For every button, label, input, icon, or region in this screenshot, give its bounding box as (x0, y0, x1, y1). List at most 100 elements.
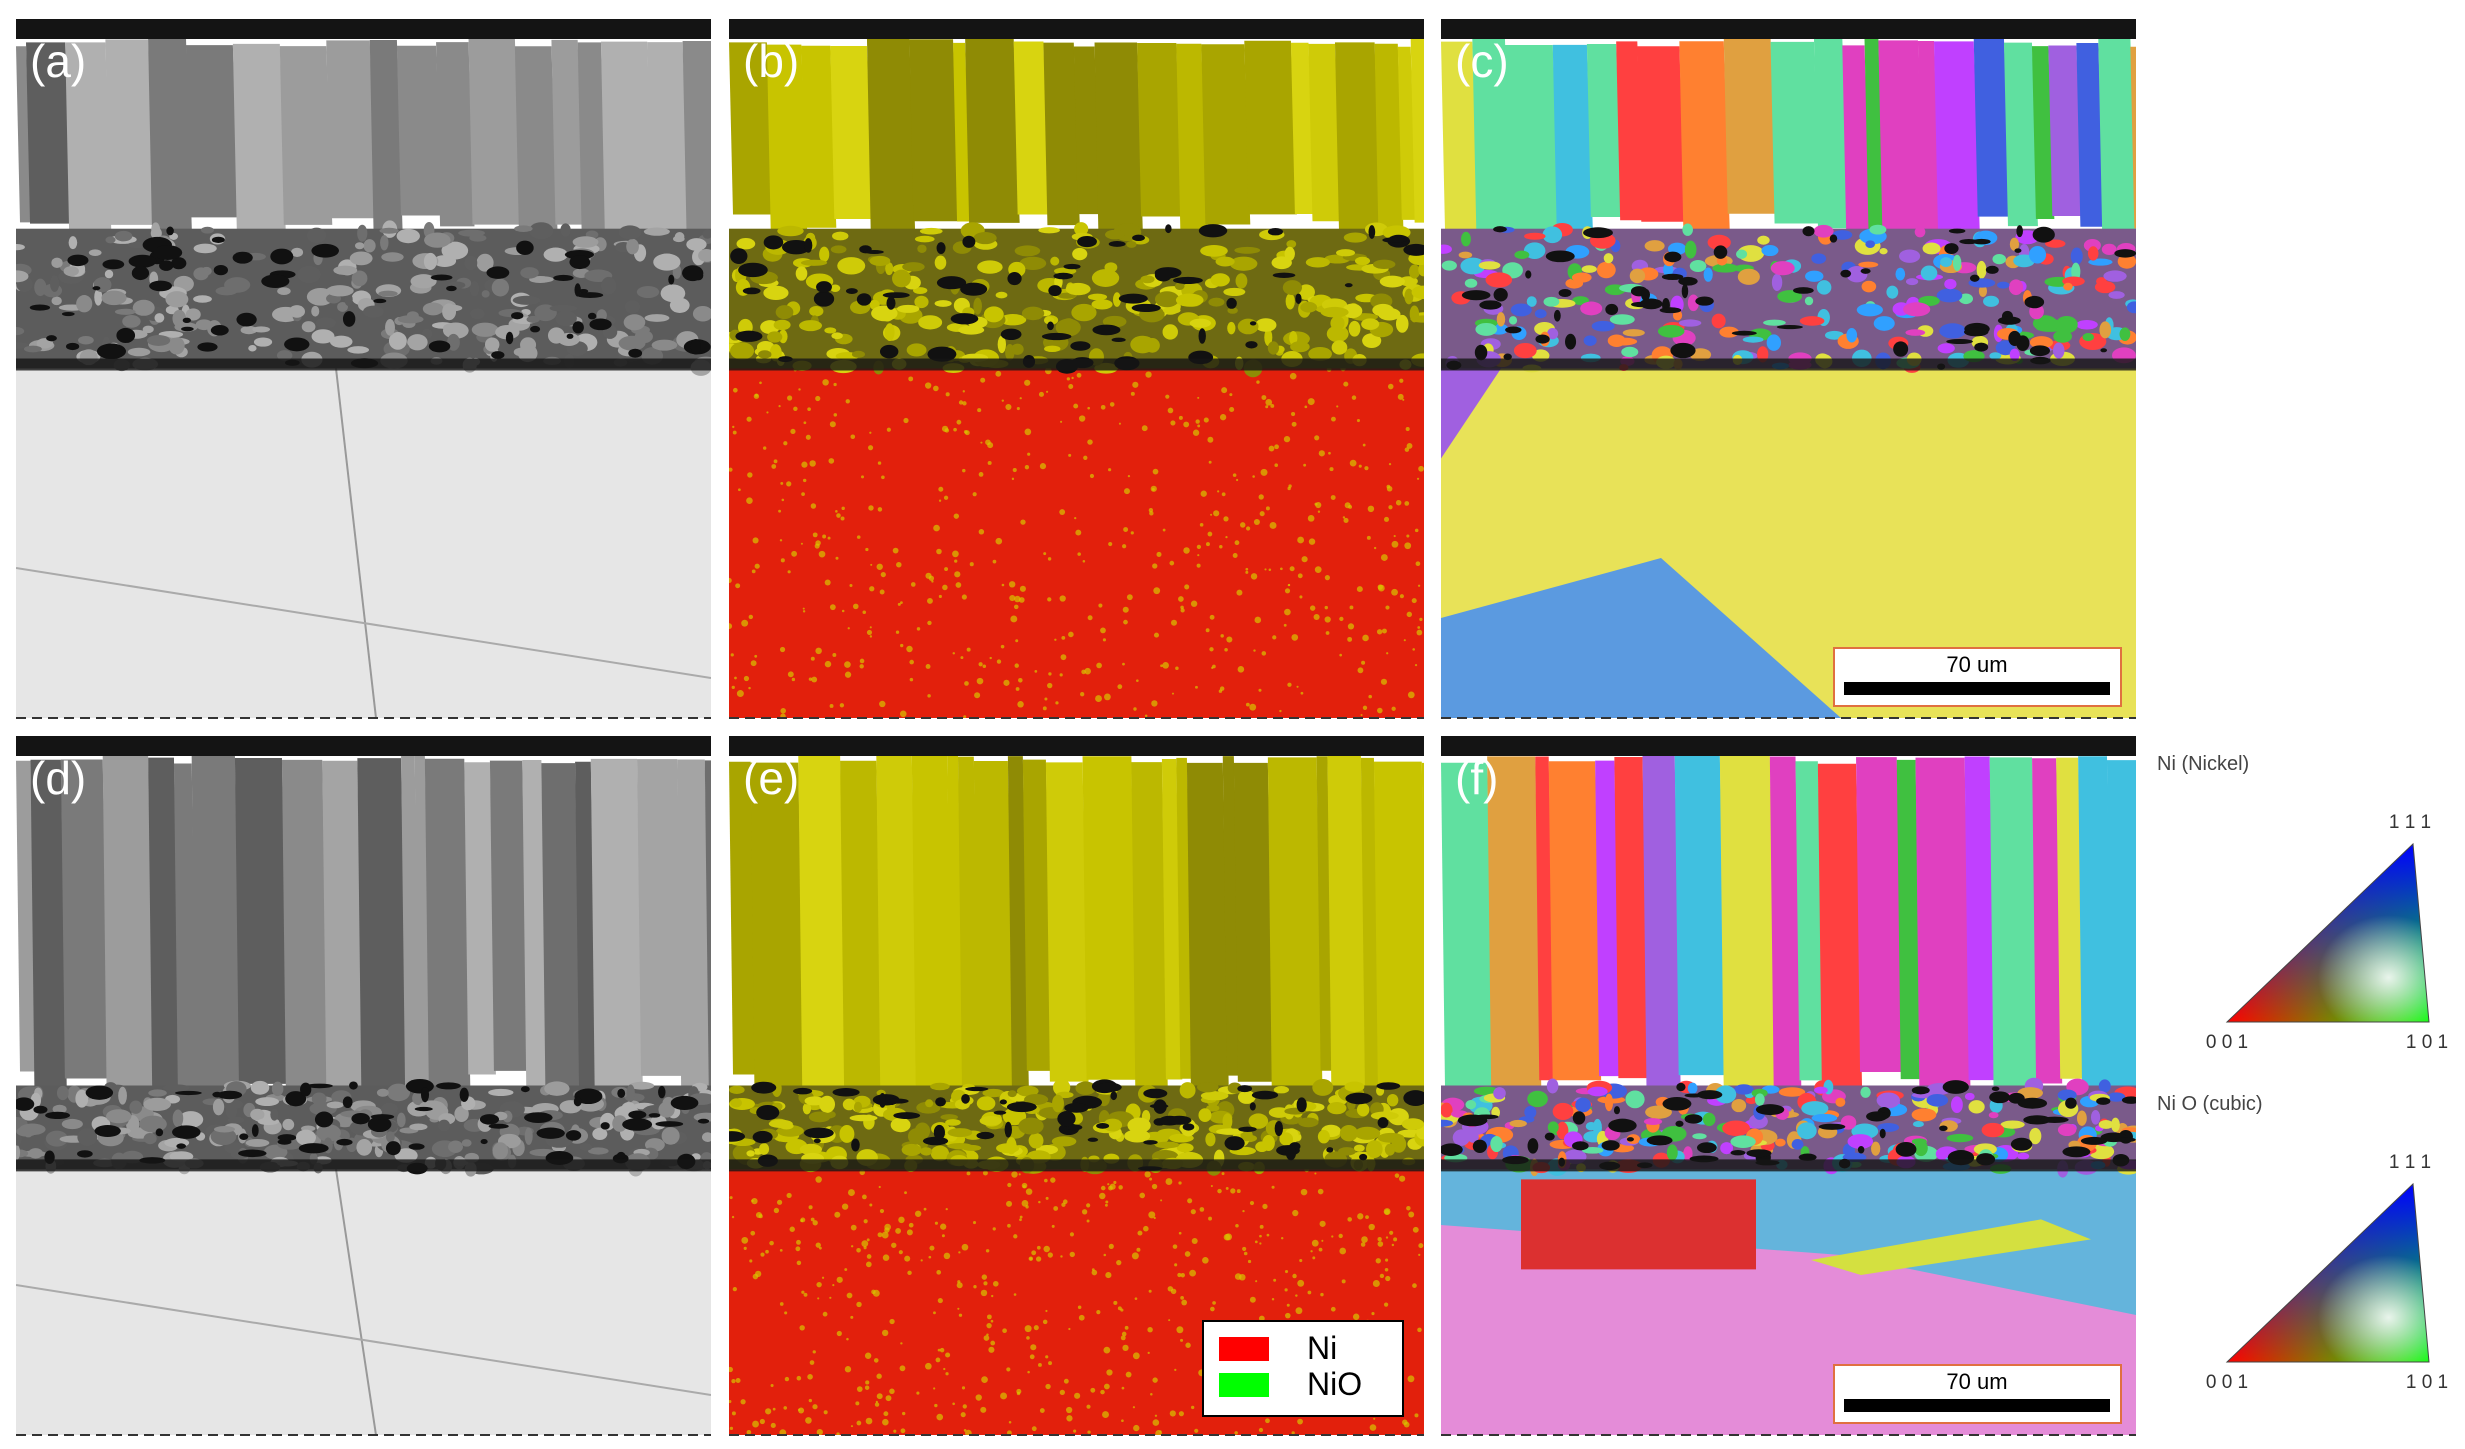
small-grain (1645, 1105, 1672, 1119)
small-grain (1847, 1134, 1874, 1149)
pore (1684, 1114, 1703, 1124)
legend-label: Ni (1307, 1330, 1337, 1366)
small-grain (1989, 352, 2002, 360)
substrate (16, 368, 711, 718)
small-grain (1361, 318, 1380, 330)
top-strip (16, 736, 711, 756)
pore (351, 1112, 370, 1125)
small-grain (851, 350, 866, 358)
small-grain (469, 281, 480, 297)
speck (1147, 1326, 1153, 1333)
speck (1368, 694, 1372, 699)
speck (844, 1366, 852, 1373)
speck (1019, 1218, 1022, 1222)
speck (878, 1185, 881, 1189)
speck (740, 1399, 746, 1405)
speck (916, 627, 921, 631)
speck (898, 1250, 903, 1255)
speck (882, 1254, 890, 1261)
small-grain (2029, 336, 2054, 349)
small-grain (1905, 329, 1926, 336)
pore (1662, 1096, 1692, 1111)
column-grain (600, 41, 654, 240)
speck (1068, 384, 1074, 389)
pore (886, 296, 896, 310)
speck (1356, 418, 1361, 423)
small-grain (1290, 341, 1310, 353)
pore (311, 243, 339, 258)
speck (1121, 1331, 1127, 1337)
oxide-interface (16, 358, 711, 371)
speck (1190, 600, 1198, 607)
pore (1893, 341, 1909, 357)
column-grain (1073, 46, 1101, 215)
speck (1259, 1234, 1262, 1238)
speck (1195, 685, 1198, 689)
speck (942, 584, 948, 591)
small-grain (626, 238, 639, 255)
speck (844, 1268, 848, 1271)
speck (1210, 1185, 1213, 1188)
small-grain (1524, 232, 1546, 240)
small-grain (524, 1127, 533, 1145)
speck (1386, 652, 1389, 655)
small-grain (1348, 320, 1361, 337)
speck (814, 543, 820, 549)
small-grain (730, 1098, 742, 1108)
speck (952, 1402, 955, 1406)
pore (2080, 1136, 2108, 1145)
speck (936, 548, 942, 555)
small-grain (934, 255, 947, 270)
speck (876, 1373, 882, 1379)
pore (175, 1090, 202, 1096)
speck (898, 1216, 905, 1224)
speck (958, 1313, 963, 1317)
column-grain (2048, 45, 2083, 216)
speck (1196, 563, 1201, 568)
speck (1039, 1408, 1045, 1413)
small-grain (983, 306, 1004, 323)
speck (803, 421, 807, 425)
grain (1811, 1219, 2091, 1275)
pore (864, 249, 884, 254)
small-grain (849, 1114, 878, 1122)
small-grain (830, 245, 847, 254)
small-grain (68, 236, 78, 250)
small-grain (1914, 226, 1926, 238)
speck (1090, 1387, 1096, 1393)
column-grain (590, 758, 644, 1100)
pore (1493, 288, 1508, 302)
small-grain (1856, 303, 1883, 317)
speck (1153, 1216, 1156, 1220)
small-grain (1912, 1120, 1924, 1128)
pore (385, 1141, 401, 1156)
speck (844, 671, 852, 678)
small-grain (1543, 296, 1560, 307)
pore (1713, 245, 1728, 259)
speck (1103, 1253, 1107, 1257)
small-grain (1055, 318, 1081, 337)
pore (1237, 1085, 1253, 1093)
speck (1018, 677, 1023, 683)
speck (1102, 638, 1107, 642)
small-grain (1730, 1135, 1756, 1149)
small-grain (1235, 273, 1248, 289)
small-grain (1911, 1108, 1937, 1122)
speck (1117, 1306, 1122, 1311)
speck (868, 505, 874, 511)
panel-label: (a) (30, 35, 86, 87)
column-grain (1487, 756, 1542, 1088)
small-grain (326, 1101, 344, 1109)
small-grain (276, 350, 293, 361)
oxide-interface (729, 1159, 1424, 1172)
small-grain (2094, 281, 2116, 294)
small-grain (1763, 319, 1786, 326)
speck (1265, 398, 1273, 406)
small-grain (1336, 249, 1356, 257)
column-grain (191, 755, 241, 1090)
speck (1414, 1413, 1419, 1418)
speck (1352, 1313, 1360, 1320)
pore (1474, 344, 1488, 361)
speck (779, 1429, 787, 1435)
pore (212, 1091, 222, 1098)
